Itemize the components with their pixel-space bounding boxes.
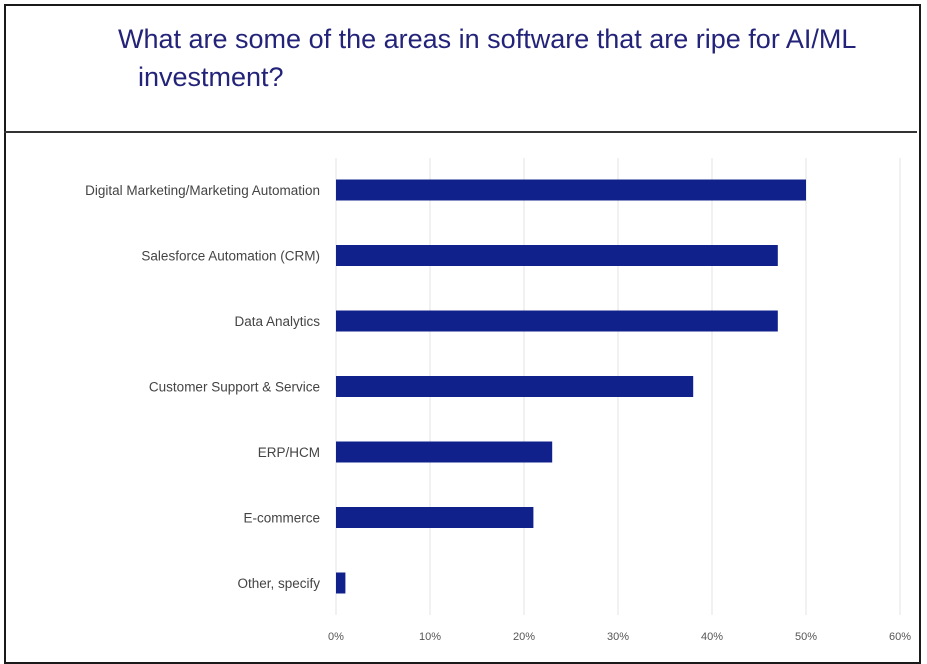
category-label: Data Analytics [234, 314, 320, 329]
x-tick-label: 10% [419, 631, 441, 643]
x-tick-label: 60% [889, 631, 911, 643]
x-tick-label: 30% [607, 631, 629, 643]
bar [336, 376, 694, 397]
category-label: Customer Support & Service [149, 380, 320, 395]
x-tick-label: 20% [513, 631, 535, 643]
category-label: Salesforce Automation (CRM) [141, 249, 320, 264]
bar [336, 245, 778, 266]
category-label: ERP/HCM [258, 445, 320, 460]
bar [336, 441, 553, 463]
chart-title-line-1: What are some of the areas in software t… [118, 24, 857, 54]
x-tick-label: 0% [328, 631, 344, 643]
x-tick-label: 40% [701, 631, 723, 643]
chart-frame [4, 4, 921, 664]
category-label: Digital Marketing/Marketing Automation [85, 183, 320, 198]
category-label: Other, specify [237, 576, 320, 591]
bar [336, 572, 346, 594]
bar [336, 179, 806, 201]
x-tick-label: 50% [795, 631, 817, 643]
bar [336, 310, 778, 332]
category-label: E-commerce [243, 511, 320, 526]
title-divider [4, 131, 917, 133]
chart-title: What are some of the areas in software t… [118, 20, 878, 96]
bar [336, 507, 534, 528]
chart-title-line-2: investment? [138, 62, 284, 92]
